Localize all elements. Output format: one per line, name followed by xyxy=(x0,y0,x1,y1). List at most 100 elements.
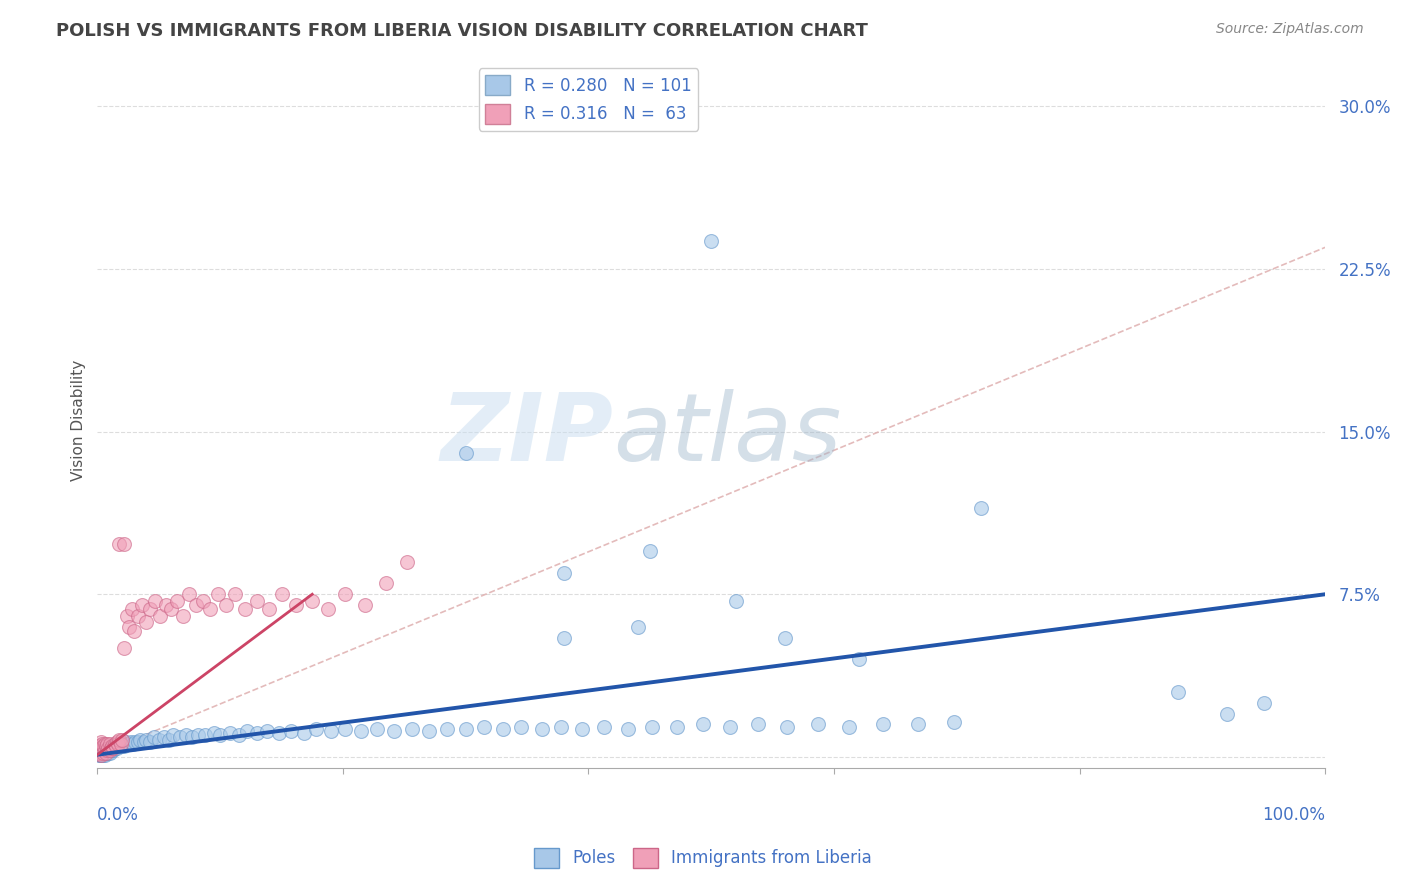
Point xyxy=(94,739,117,753)
Point xyxy=(571,722,593,736)
Point xyxy=(143,594,166,608)
Point xyxy=(89,747,111,762)
Point xyxy=(436,722,458,736)
Point xyxy=(111,732,134,747)
Point xyxy=(120,734,142,748)
Point xyxy=(152,731,174,745)
Point xyxy=(90,741,112,756)
Point xyxy=(510,719,533,733)
Point xyxy=(773,631,796,645)
Point xyxy=(101,743,124,757)
Point xyxy=(366,722,388,736)
Point xyxy=(91,743,114,757)
Point xyxy=(96,741,118,756)
Point xyxy=(93,737,115,751)
Point xyxy=(91,739,114,753)
Point xyxy=(97,746,120,760)
Point xyxy=(174,728,197,742)
Point xyxy=(110,737,132,751)
Point xyxy=(401,722,423,736)
Point xyxy=(93,741,115,756)
Text: ZIP: ZIP xyxy=(440,389,613,481)
Point xyxy=(135,615,157,630)
Point xyxy=(97,741,120,756)
Point xyxy=(233,602,256,616)
Point xyxy=(100,739,122,753)
Point xyxy=(132,734,155,748)
Point xyxy=(224,587,246,601)
Point xyxy=(91,743,114,757)
Point xyxy=(118,620,141,634)
Point xyxy=(747,717,769,731)
Point xyxy=(550,719,572,733)
Point xyxy=(90,741,112,756)
Point xyxy=(155,598,177,612)
Point xyxy=(638,544,661,558)
Point xyxy=(124,734,146,748)
Point xyxy=(104,739,127,753)
Point xyxy=(98,741,121,756)
Point xyxy=(200,602,222,616)
Point xyxy=(115,609,138,624)
Point xyxy=(454,722,477,736)
Point xyxy=(872,717,894,731)
Point xyxy=(96,746,118,760)
Point xyxy=(93,746,115,760)
Point xyxy=(127,609,149,624)
Point xyxy=(335,587,357,601)
Point xyxy=(215,598,238,612)
Point xyxy=(94,746,117,760)
Point xyxy=(112,737,135,751)
Point xyxy=(169,731,191,745)
Point xyxy=(98,737,121,751)
Point xyxy=(103,741,125,756)
Point xyxy=(87,747,110,762)
Point xyxy=(180,731,202,745)
Point xyxy=(354,598,377,612)
Point xyxy=(350,723,373,738)
Point xyxy=(316,602,339,616)
Point xyxy=(553,631,575,645)
Point xyxy=(162,728,184,742)
Point xyxy=(93,746,115,760)
Point xyxy=(135,732,157,747)
Point xyxy=(1167,685,1189,699)
Point xyxy=(93,747,115,762)
Point xyxy=(319,723,342,738)
Point xyxy=(305,722,328,736)
Point xyxy=(101,739,124,753)
Point xyxy=(93,743,115,757)
Point xyxy=(491,722,513,736)
Point xyxy=(191,594,214,608)
Point xyxy=(270,587,292,601)
Point xyxy=(97,741,120,756)
Point xyxy=(112,537,135,551)
Point xyxy=(93,739,115,753)
Text: atlas: atlas xyxy=(613,389,841,480)
Point xyxy=(616,722,638,736)
Point xyxy=(166,594,188,608)
Point xyxy=(374,576,396,591)
Point xyxy=(280,723,302,738)
Point xyxy=(838,719,860,733)
Point xyxy=(103,743,125,757)
Text: POLISH VS IMMIGRANTS FROM LIBERIA VISION DISABILITY CORRELATION CHART: POLISH VS IMMIGRANTS FROM LIBERIA VISION… xyxy=(56,22,868,40)
Point xyxy=(246,726,269,740)
Point xyxy=(89,739,111,753)
Point xyxy=(112,641,135,656)
Point xyxy=(89,743,111,757)
Point xyxy=(418,723,440,738)
Point xyxy=(121,602,143,616)
Point xyxy=(626,620,648,634)
Point xyxy=(641,719,664,733)
Point xyxy=(209,728,232,742)
Point xyxy=(776,719,799,733)
Point xyxy=(93,747,115,762)
Point xyxy=(267,726,290,740)
Point xyxy=(110,737,132,751)
Point xyxy=(553,566,575,580)
Point xyxy=(148,732,170,747)
Legend: Poles, Immigrants from Liberia: Poles, Immigrants from Liberia xyxy=(527,841,879,875)
Point xyxy=(943,715,966,730)
Point xyxy=(108,537,131,551)
